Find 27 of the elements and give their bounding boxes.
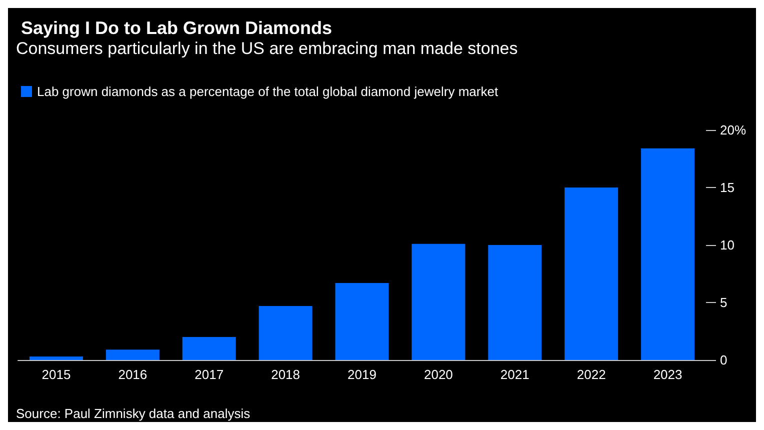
y-tick-label: 5 [720,295,728,310]
legend-label: Lab grown diamonds as a percentage of the total global diamond jewelry market [37,84,498,99]
x-tick-label: 2018 [271,367,300,382]
source-note: Source: Paul Zimnisky data and analysis [16,406,251,421]
bar [106,350,160,360]
x-tick-label: 2019 [348,367,376,382]
bar [641,148,695,360]
y-tick-label: 20% [720,122,746,138]
chart-subtitle: Consumers particularly in the US are embracing man made stones [16,39,518,58]
y-tick-label: 15 [720,180,734,195]
bar [182,337,236,360]
x-tick-label: 2017 [194,367,224,382]
x-tick-label: 2021 [500,367,530,382]
x-tick-label: 2016 [118,367,148,382]
bar [335,282,389,360]
y-tick-label: 0 [720,352,728,368]
chart-title: Saying I Do to Lab Grown Diamonds [21,18,332,38]
y-tick-label: 10 [720,238,734,252]
x-tick-label: 2022 [576,367,606,382]
bar [258,306,312,360]
bar [29,356,83,360]
bar [488,245,542,360]
x-tick-label: 2015 [42,367,71,382]
bar [412,244,466,360]
bar [564,188,618,360]
x-tick-label: 2023 [653,367,682,382]
x-tick-label: 2020 [424,367,453,382]
